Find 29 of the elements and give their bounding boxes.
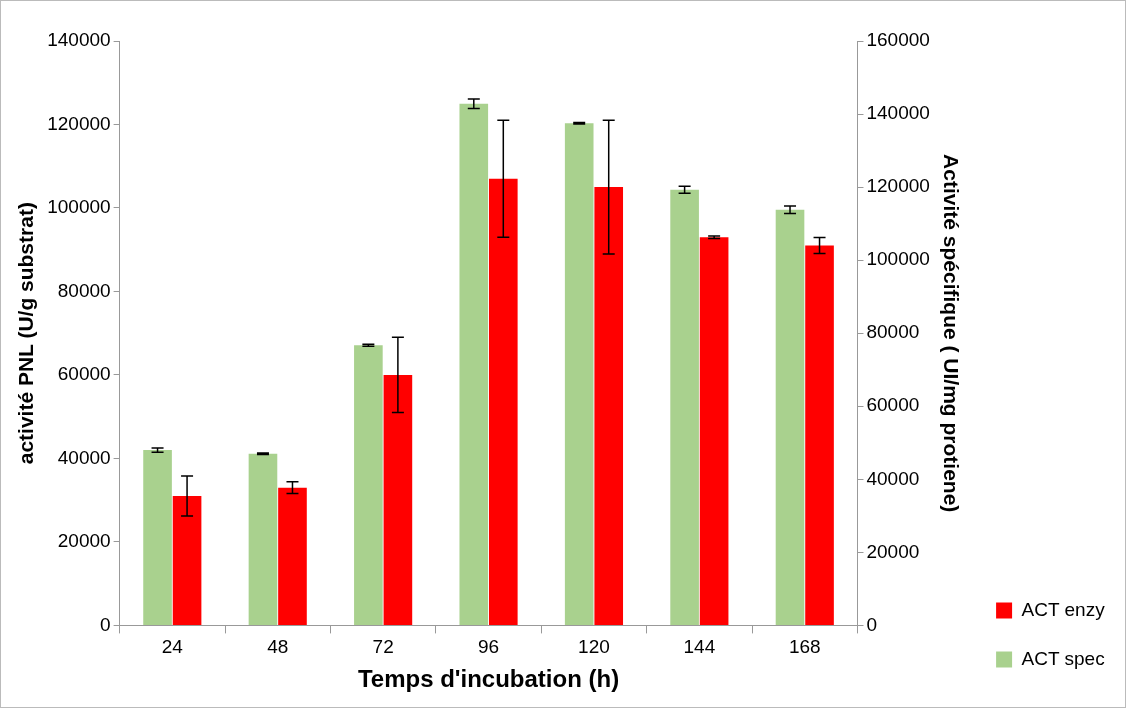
x-tick-label: 144 — [683, 636, 716, 658]
y2-tick-label: 160000 — [866, 29, 930, 51]
y2-tick-label: 80000 — [866, 321, 920, 343]
y-tick-label: 40000 — [57, 446, 111, 468]
x-tick-label: 48 — [267, 636, 289, 658]
legend-label: ACT spec — [1021, 647, 1105, 669]
x-tick-label: 72 — [372, 636, 394, 658]
y-axis-title: activité PNL (U/g substrat) — [14, 202, 38, 465]
y2-tick-label: 60000 — [866, 394, 920, 416]
y2-tick-label: 140000 — [866, 102, 930, 124]
y2-tick-label: 100000 — [866, 248, 930, 270]
x-tick-label: 96 — [477, 636, 500, 658]
y-tick-label: 140000 — [47, 29, 111, 51]
y2-tick-label: 40000 — [866, 467, 920, 489]
y-tick-label: 60000 — [57, 363, 111, 385]
y2-tick-label: 20000 — [866, 540, 920, 562]
x-tick-label: 24 — [161, 636, 184, 658]
y-tick-label: 100000 — [47, 196, 111, 218]
x-tick-label: 168 — [788, 636, 821, 658]
y2-tick-label: 0 — [866, 613, 878, 635]
x-tick-label: 120 — [578, 636, 610, 658]
y-tick-label: 120000 — [47, 112, 111, 134]
legend-label: ACT enzy — [1021, 598, 1106, 620]
y2-tick-label: 120000 — [866, 175, 930, 197]
y-tick-label: 80000 — [57, 279, 111, 301]
y-tick-label: 0 — [100, 613, 111, 635]
y2-axis-title: Activité spécifique ( UI/mg protiene) — [939, 154, 963, 513]
x-axis-title: Temps d'incubation (h) — [357, 665, 620, 693]
y-tick-label: 20000 — [57, 530, 111, 552]
